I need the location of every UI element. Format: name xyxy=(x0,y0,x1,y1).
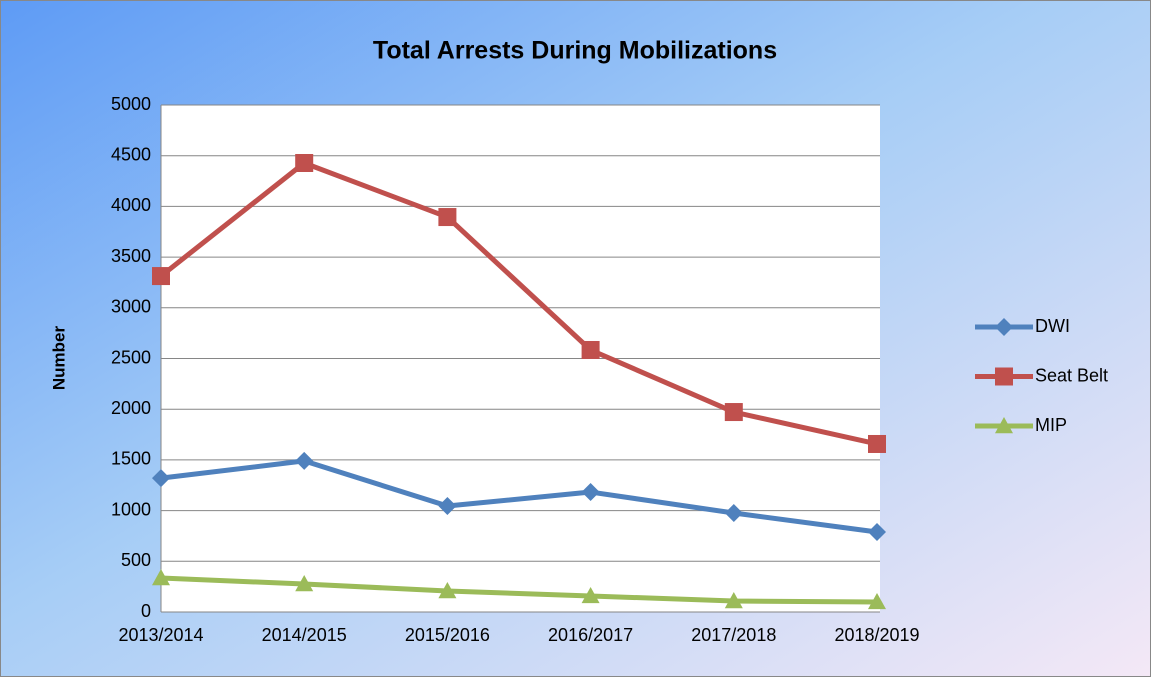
data-point xyxy=(868,592,886,610)
x-tick-label: 2018/2019 xyxy=(834,625,919,645)
legend-marker xyxy=(995,417,1013,434)
data-point xyxy=(152,267,170,286)
data-point xyxy=(152,569,170,586)
data-point xyxy=(295,451,314,470)
data-point xyxy=(438,497,457,516)
legend-label: Seat Belt xyxy=(1035,365,1108,385)
series-line xyxy=(160,458,878,535)
data-point xyxy=(438,208,457,227)
x-tick-label: 2013/2014 xyxy=(118,625,203,645)
y-tick-label: 1000 xyxy=(111,499,151,519)
y-tick-label: 2500 xyxy=(111,347,151,367)
legend-marker xyxy=(995,367,1013,386)
legend-marker xyxy=(995,318,1013,336)
x-tick-label: 2016/2017 xyxy=(548,625,633,645)
y-tick-label: 1500 xyxy=(111,449,151,469)
data-point xyxy=(581,340,600,359)
data-point xyxy=(581,586,600,604)
data-point xyxy=(868,434,886,453)
y-tick-label: 3000 xyxy=(111,297,151,317)
data-point xyxy=(295,575,314,592)
y-tick-label: 500 xyxy=(121,550,151,570)
y-tick-label: 2000 xyxy=(111,398,151,418)
data-point xyxy=(152,469,170,488)
data-point xyxy=(724,504,743,523)
data-point xyxy=(724,592,743,609)
y-tick-label: 3500 xyxy=(111,246,151,266)
x-tick-label: 2017/2018 xyxy=(691,625,776,645)
y-tick-label: 4000 xyxy=(111,195,151,215)
data-point xyxy=(581,483,600,502)
series-line xyxy=(160,575,878,605)
legend-label: MIP xyxy=(1035,415,1067,435)
data-point xyxy=(438,582,457,599)
x-tick-label: 2014/2015 xyxy=(262,625,347,645)
data-point xyxy=(724,403,743,422)
y-tick-label: 4500 xyxy=(111,144,151,164)
data-point xyxy=(868,522,886,541)
series-line xyxy=(159,160,878,447)
data-point xyxy=(295,154,314,173)
chart-title: Total Arrests During Mobilizations xyxy=(373,37,777,65)
legend-label: DWI xyxy=(1035,316,1070,336)
y-axis-label: Number xyxy=(49,326,68,391)
y-tick-label: 5000 xyxy=(111,94,151,114)
x-tick-label: 2015/2016 xyxy=(405,625,490,645)
y-tick-label: 0 xyxy=(141,601,151,621)
